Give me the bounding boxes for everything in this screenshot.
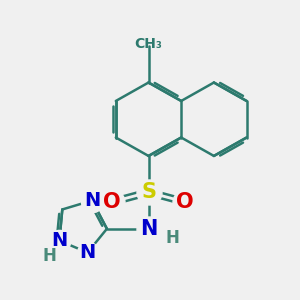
Text: O: O xyxy=(176,192,194,212)
Text: H: H xyxy=(42,247,56,265)
Text: S: S xyxy=(141,182,156,202)
Text: O: O xyxy=(103,192,121,212)
Text: N: N xyxy=(84,191,100,210)
Text: N: N xyxy=(51,231,68,250)
Text: CH₃: CH₃ xyxy=(135,38,163,52)
Text: H: H xyxy=(165,229,179,247)
Text: N: N xyxy=(80,243,96,262)
Text: N: N xyxy=(140,219,157,239)
